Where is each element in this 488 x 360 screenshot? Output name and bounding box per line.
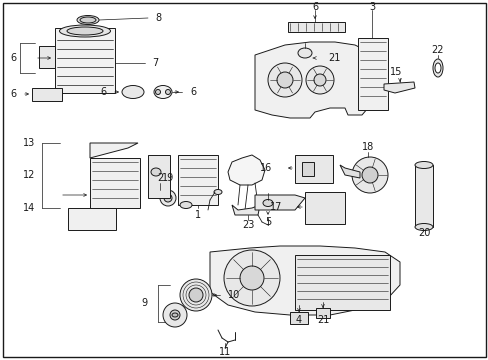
Polygon shape <box>254 195 305 210</box>
Bar <box>302 162 313 176</box>
Text: 19: 19 <box>162 173 174 183</box>
Circle shape <box>163 194 172 202</box>
Ellipse shape <box>297 48 311 58</box>
Text: 23: 23 <box>242 220 254 230</box>
Ellipse shape <box>77 15 99 24</box>
Text: 3: 3 <box>368 2 374 12</box>
Circle shape <box>351 157 387 193</box>
Ellipse shape <box>60 25 110 37</box>
Circle shape <box>276 72 292 88</box>
Ellipse shape <box>214 189 222 194</box>
Text: 6: 6 <box>10 89 16 99</box>
Circle shape <box>180 279 212 311</box>
Ellipse shape <box>432 59 442 77</box>
Bar <box>148 155 170 198</box>
Text: 6: 6 <box>100 87 106 97</box>
Polygon shape <box>209 246 399 315</box>
Circle shape <box>313 74 325 86</box>
Circle shape <box>189 288 203 302</box>
Text: 22: 22 <box>431 45 443 55</box>
Bar <box>414 165 432 227</box>
Polygon shape <box>231 205 260 215</box>
Polygon shape <box>383 82 414 93</box>
Ellipse shape <box>165 90 170 94</box>
Text: 1: 1 <box>195 210 201 220</box>
Ellipse shape <box>122 85 143 99</box>
Polygon shape <box>254 42 379 118</box>
Ellipse shape <box>67 27 103 35</box>
Text: 12: 12 <box>22 170 35 180</box>
Bar <box>294 155 332 183</box>
Ellipse shape <box>414 224 432 230</box>
Bar <box>357 38 387 110</box>
Text: 21: 21 <box>327 53 340 63</box>
Circle shape <box>305 66 333 94</box>
Ellipse shape <box>263 199 272 207</box>
Text: 5: 5 <box>264 217 270 227</box>
Polygon shape <box>287 22 345 32</box>
Bar <box>90 158 140 208</box>
Polygon shape <box>339 165 359 178</box>
Text: 2: 2 <box>157 173 163 183</box>
Circle shape <box>224 250 280 306</box>
Polygon shape <box>227 155 264 185</box>
Text: 8: 8 <box>155 13 161 23</box>
Bar <box>289 312 307 324</box>
Bar <box>39 46 55 68</box>
Polygon shape <box>90 143 138 158</box>
Ellipse shape <box>434 63 440 73</box>
Text: 15: 15 <box>389 67 401 77</box>
Bar <box>32 88 62 101</box>
Bar <box>294 255 389 310</box>
Text: 10: 10 <box>227 290 240 300</box>
Ellipse shape <box>180 202 192 208</box>
Text: 7: 7 <box>152 58 158 68</box>
Ellipse shape <box>154 85 172 99</box>
Text: 6: 6 <box>311 2 317 12</box>
Ellipse shape <box>172 313 178 317</box>
Text: 6: 6 <box>190 87 196 97</box>
Circle shape <box>361 167 377 183</box>
Text: 18: 18 <box>361 142 373 152</box>
Bar <box>55 28 115 93</box>
Bar <box>315 308 329 318</box>
Bar <box>178 155 218 205</box>
Text: 21: 21 <box>316 315 328 325</box>
Text: 14: 14 <box>23 203 35 213</box>
Text: 17: 17 <box>269 202 282 212</box>
Ellipse shape <box>151 168 161 176</box>
Text: 16: 16 <box>259 163 271 173</box>
Text: 13: 13 <box>23 138 35 148</box>
Text: 6: 6 <box>10 53 16 63</box>
Circle shape <box>240 266 264 290</box>
Circle shape <box>160 190 176 206</box>
Circle shape <box>267 63 302 97</box>
Bar <box>305 192 345 224</box>
Ellipse shape <box>80 17 96 23</box>
Text: 11: 11 <box>219 347 231 357</box>
Text: 20: 20 <box>417 228 429 238</box>
Text: 9: 9 <box>142 298 148 308</box>
Circle shape <box>170 310 180 320</box>
Ellipse shape <box>414 162 432 168</box>
Ellipse shape <box>155 90 160 94</box>
Circle shape <box>163 303 186 327</box>
Bar <box>68 208 116 230</box>
Text: 4: 4 <box>295 315 302 325</box>
